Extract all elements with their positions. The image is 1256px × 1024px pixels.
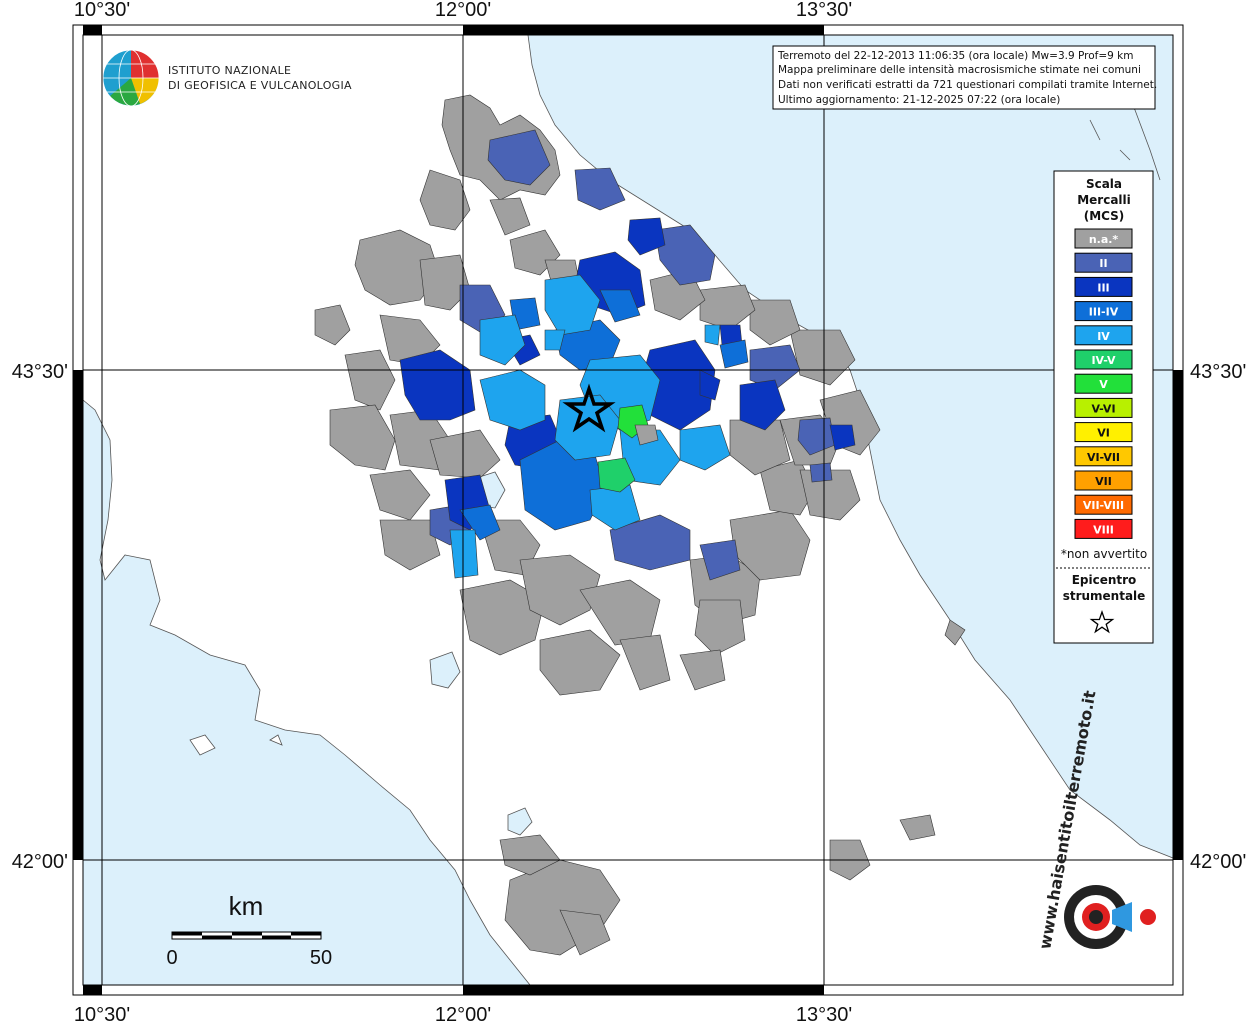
legend-swatch — [1074, 494, 1133, 515]
legend-label: V — [1099, 378, 1108, 391]
coord-bottom-left: 10°30' — [74, 1004, 130, 1024]
legend-label: IV-V — [1091, 354, 1116, 367]
legend-swatch — [1074, 422, 1133, 443]
ingv-logo: ISTITUTO NAZIONALE DI GEOFISICA E VULCAN… — [102, 49, 352, 107]
legend-title-2: Mercalli — [1077, 193, 1131, 207]
legend-swatch — [1074, 228, 1133, 249]
scale-end: 50 — [310, 947, 332, 969]
legend-title-3: (MCS) — [1084, 209, 1125, 223]
legend-epicenter-2: strumentale — [1063, 589, 1146, 603]
legend-epicenter-1: Epicentro — [1072, 573, 1137, 587]
legend-swatch — [1074, 446, 1133, 467]
coord-bottom-mid: 12°00' — [435, 1004, 491, 1024]
legend-label: V-VI — [1091, 402, 1115, 415]
legend-swatch — [1074, 397, 1133, 418]
graticule — [83, 35, 1173, 985]
info-line2: Mappa preliminare delle intensità macros… — [778, 64, 1141, 76]
map-area — [82, 34, 1174, 986]
legend-swatch — [1074, 252, 1133, 273]
coord-top-left: 10°30' — [74, 0, 130, 21]
legend-label: VII-VIII — [1083, 499, 1124, 512]
question-icon — [1140, 909, 1156, 925]
municipalities-na — [314, 94, 966, 956]
info-line1: Terremoto del 22-12-2013 11:06:35 (ora l… — [777, 50, 1133, 62]
legend-label: VI — [1097, 427, 1110, 440]
legend: Scala Mercalli (MCS) n.a.*IIIIIIII-IVIVI… — [1053, 170, 1154, 644]
legend-label: n.a.* — [1089, 233, 1119, 246]
legend-items: n.a.*IIIIIIII-IVIVIV-VVV-VIVIVI-VIIVIIVI… — [1074, 228, 1133, 539]
scale-start: 0 — [166, 947, 177, 969]
legend-swatch — [1074, 325, 1133, 346]
legend-label: II — [1099, 257, 1107, 270]
legend-swatch — [1074, 349, 1133, 370]
lake-bracciano — [507, 807, 533, 836]
scale-unit: km — [229, 891, 264, 921]
legend-title-1: Scala — [1086, 177, 1122, 191]
legend-label: VI-VII — [1087, 451, 1120, 464]
logo-line2: DI GEOFISICA E VULCANOLOGIA — [168, 79, 352, 92]
municipalities-iii — [399, 217, 856, 531]
info-box: Terremoto del 22-12-2013 11:06:35 (ora l… — [772, 45, 1157, 110]
coord-right-lower: 42°00' — [1190, 851, 1246, 873]
legend-swatch — [1074, 518, 1133, 539]
municipalities-iv — [449, 274, 731, 579]
legend-star-icon — [1089, 610, 1115, 634]
coord-left-upper: 43°30' — [12, 361, 68, 383]
scale-bar: km 0 50 — [166, 891, 332, 969]
coord-right-upper: 43°30' — [1190, 361, 1246, 383]
legend-swatch — [1074, 301, 1133, 322]
info-line3: Dati non verificati estratti da 721 ques… — [778, 79, 1157, 91]
legend-swatch — [1074, 276, 1133, 297]
legend-swatch — [1074, 373, 1133, 394]
legend-label: III-IV — [1089, 306, 1119, 319]
legend-label: VIII — [1093, 523, 1114, 536]
coord-bottom-right: 13°30' — [796, 1004, 852, 1024]
legend-label: III — [1097, 281, 1109, 294]
coord-left-lower: 42°00' — [12, 851, 68, 873]
legend-label: IV — [1097, 330, 1110, 343]
tyrrhenian-sea — [82, 399, 531, 986]
coord-top-mid: 12°00' — [435, 0, 491, 21]
coord-top-right: 13°30' — [796, 0, 852, 21]
municipality-iv-v — [597, 457, 636, 493]
frame-ticks — [73, 25, 1183, 995]
legend-note: *non avvertito — [1061, 547, 1147, 561]
logo-line1: ISTITUTO NAZIONALE — [168, 64, 291, 77]
legend-label: VII — [1095, 475, 1112, 488]
epicenter-star-icon — [562, 383, 616, 433]
lake-bolsena — [429, 651, 461, 689]
globe-icon — [102, 49, 160, 107]
info-line4: Ultimo aggiornamento: 21-12-2025 07:22 (… — [778, 94, 1060, 106]
legend-swatch — [1074, 470, 1133, 491]
